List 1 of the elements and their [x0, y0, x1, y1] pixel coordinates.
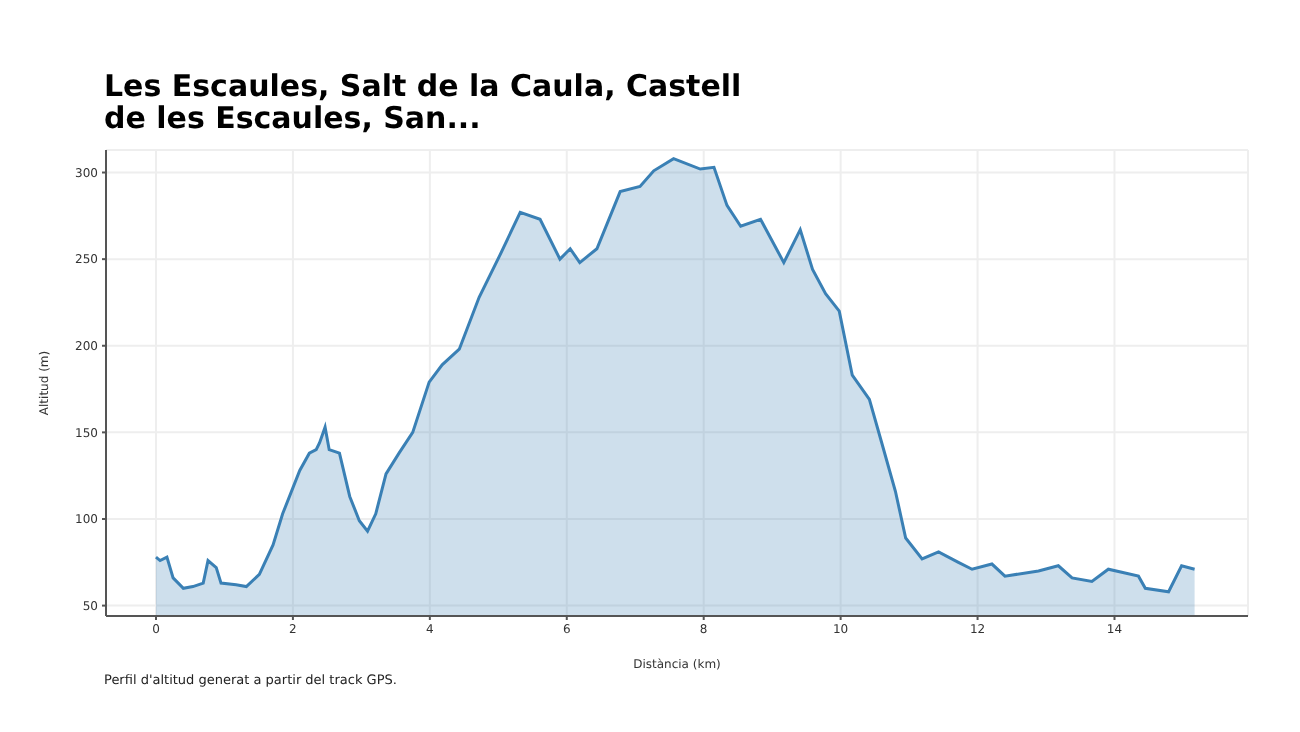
chart-title: Les Escaules, Salt de la Caula, Castell de les Escaules, San...	[104, 68, 744, 136]
